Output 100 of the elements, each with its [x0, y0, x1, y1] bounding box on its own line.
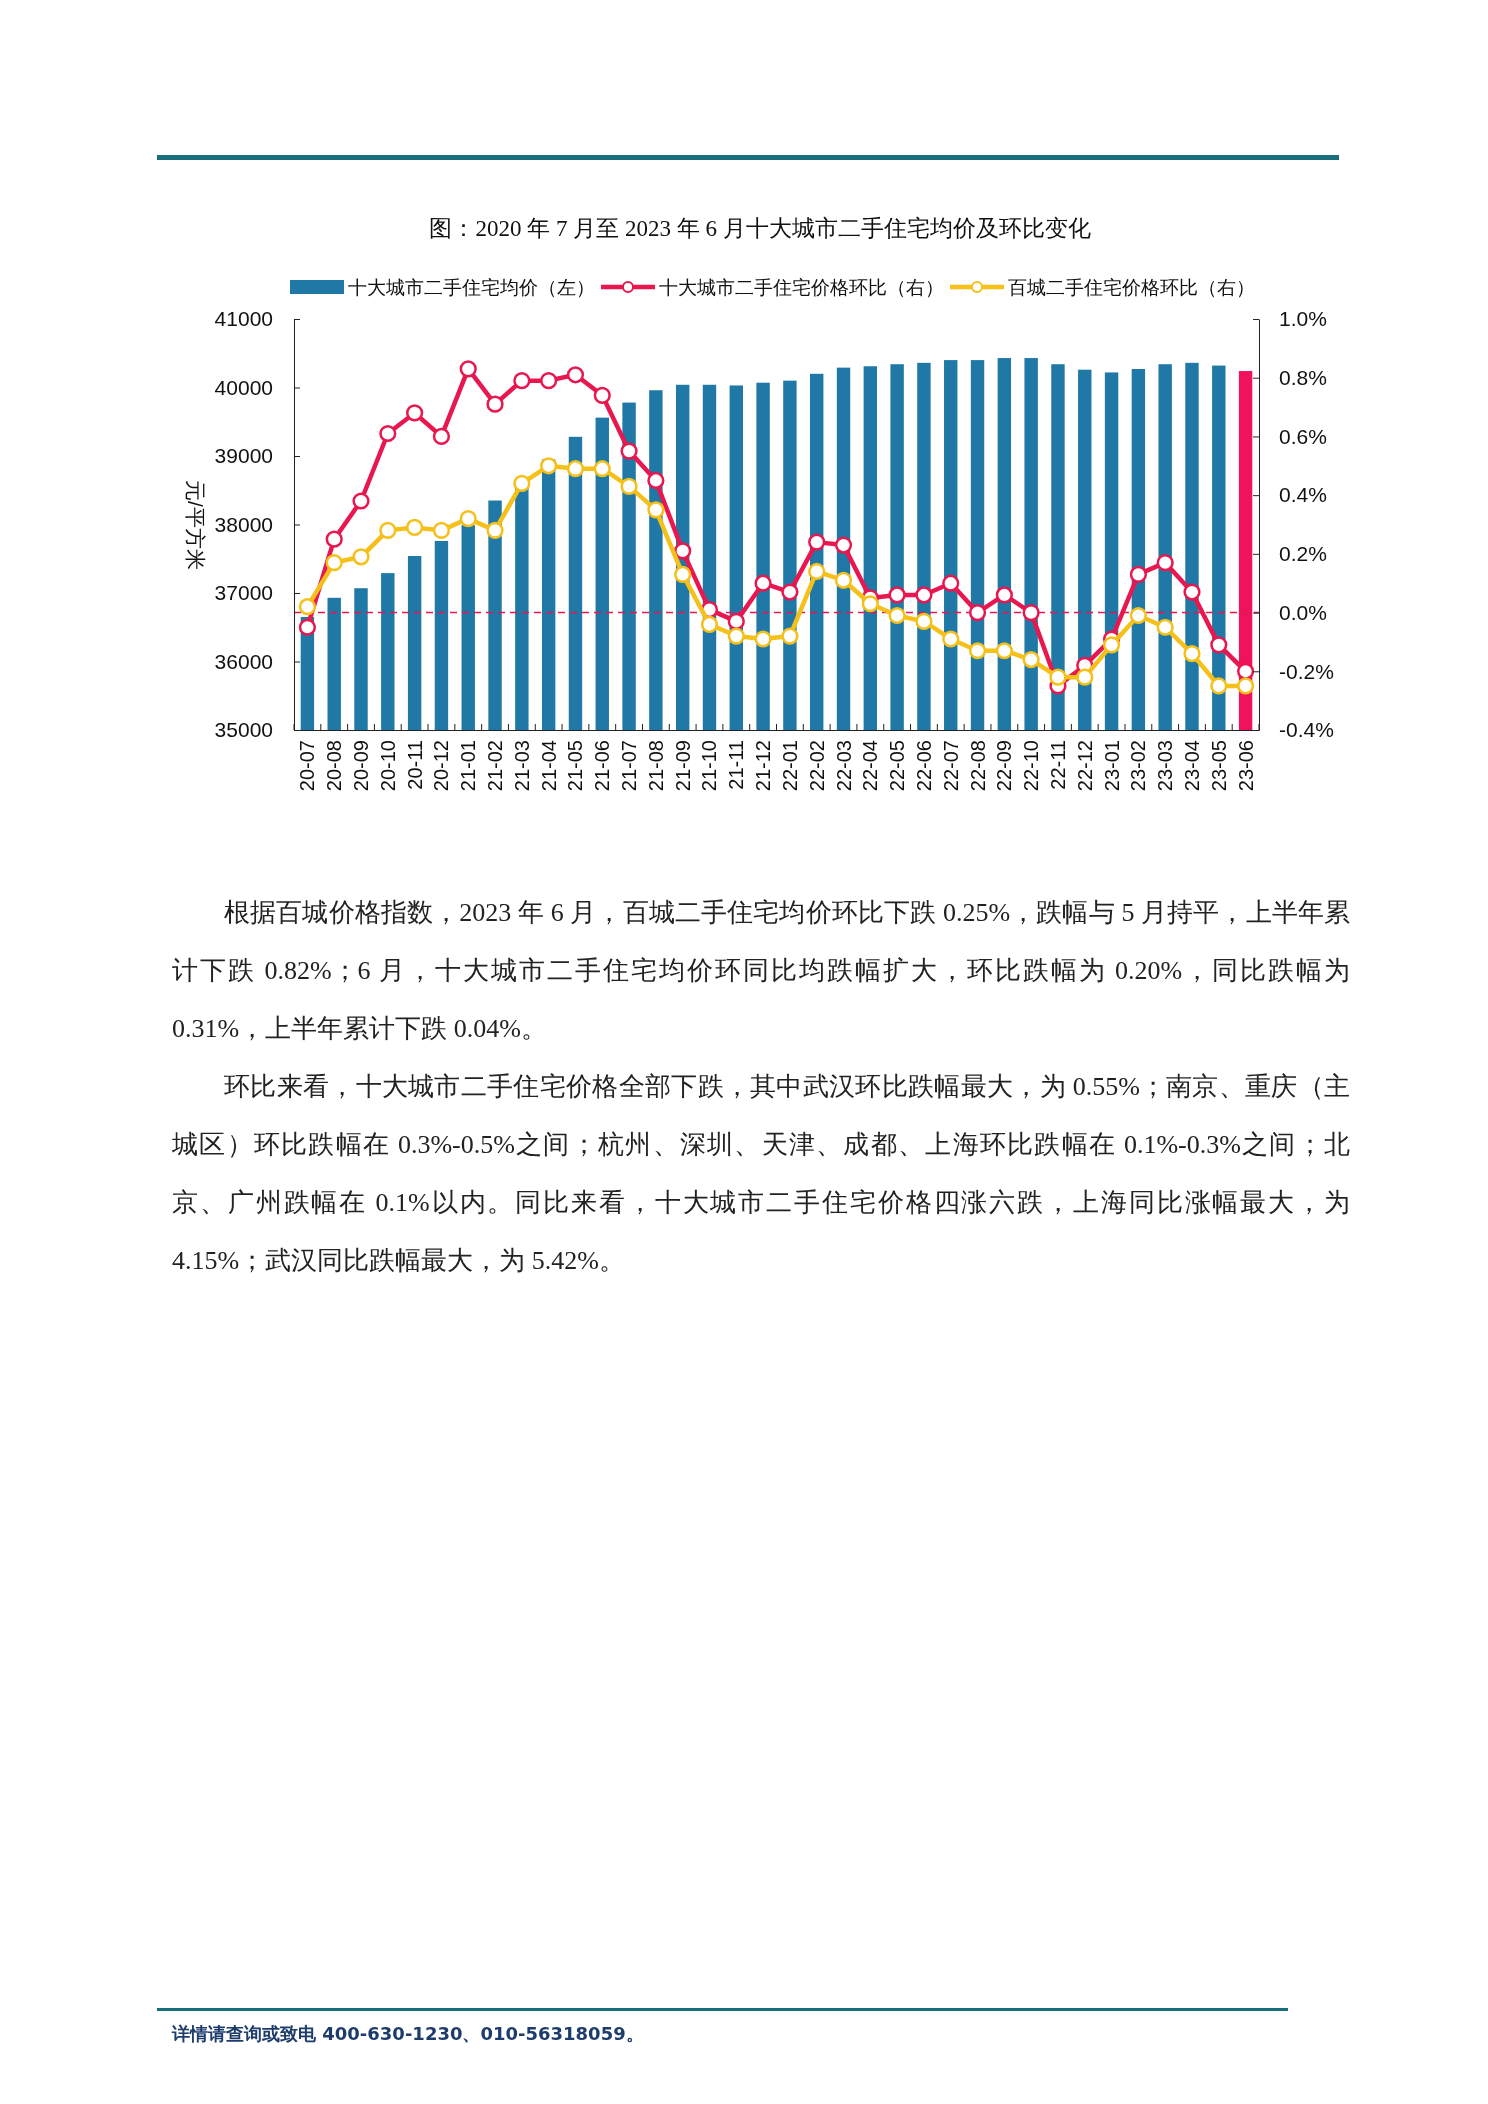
y-tick-label: 40000	[214, 375, 273, 399]
x-tick-label: 22-09	[993, 740, 1016, 792]
text: 详情请查询或致电 400-630-1230、010-56318059。	[172, 2022, 644, 2046]
point	[834, 536, 853, 554]
x-tick-label: 23-01	[1100, 740, 1123, 792]
point	[620, 477, 638, 495]
point	[861, 595, 879, 613]
point	[1210, 636, 1228, 654]
y2-tick-label: 0.8%	[1279, 365, 1327, 389]
point	[1102, 636, 1121, 654]
legend-label: 十大城市二手住宅价格环比（右）	[659, 276, 944, 298]
x-tick-label: 22-02	[805, 740, 828, 792]
point	[298, 598, 317, 616]
point	[593, 460, 611, 478]
point	[915, 612, 933, 630]
y2-tick-label: 0.2%	[1279, 542, 1327, 566]
x-tick-label: 23-06	[1234, 740, 1257, 792]
x-tick-label: 20-10	[376, 740, 399, 792]
point	[942, 574, 960, 592]
x-tick-label: 22-04	[859, 740, 882, 792]
point	[1236, 662, 1255, 680]
point	[808, 562, 826, 581]
x-tick-label: 21-08	[644, 740, 667, 792]
x-tick-label: 22-12	[1073, 740, 1096, 792]
point	[540, 372, 558, 390]
point	[674, 565, 692, 583]
y2-tick-label: 0.0%	[1279, 600, 1327, 624]
x-tick-label: 22-11	[1046, 740, 1069, 790]
point	[915, 586, 933, 604]
point	[352, 492, 370, 510]
point	[727, 612, 745, 630]
x-tick-label: 23-05	[1207, 740, 1230, 792]
x-tick-label: 20-09	[350, 740, 373, 792]
x-tick-label: 21-05	[564, 740, 587, 792]
y-tick-label: 35000	[214, 718, 273, 742]
point	[352, 548, 370, 566]
point	[486, 395, 504, 413]
point	[968, 642, 987, 660]
x-tick-label: 21-01	[457, 740, 480, 792]
point	[1076, 668, 1094, 686]
point	[1129, 606, 1147, 625]
point	[1129, 565, 1147, 583]
point	[432, 521, 451, 539]
x-tick-label: 22-06	[912, 740, 935, 792]
x-tick-label: 22-03	[832, 740, 855, 792]
point	[647, 501, 665, 519]
x-tick-label: 23-03	[1154, 740, 1177, 792]
y2-tick-label: -0.2%	[1279, 659, 1334, 683]
point	[888, 586, 906, 604]
point	[486, 521, 504, 539]
point	[942, 630, 960, 648]
point	[808, 533, 826, 551]
point	[1022, 650, 1040, 669]
y-axis-title: 元/平方米	[184, 480, 207, 570]
point	[834, 571, 853, 589]
point	[298, 618, 317, 636]
y2-tick-label: 0.4%	[1279, 483, 1327, 507]
point	[1210, 677, 1228, 695]
point	[325, 554, 343, 572]
point	[459, 360, 477, 378]
y2-tick-label: -0.4%	[1279, 718, 1334, 742]
text: 环比来看，十大城市二手住宅价格全部下跌，其中武汉环比跌幅最大，为 0.55%；南京、重庆（主城区）环比跌幅在 0.3%-0.5%之间；杭州、深圳、天津、成都、上海环比跌幅在 0.1%-0.3%之间；北京、广州跌幅在 0.1%以内。同比来看，十大城市二手住宅价格四涨六跌，上海同比涨幅最大，为 4.15%；武汉同比跌幅最大，为 5.42%。	[172, 1071, 1350, 1277]
point	[379, 521, 397, 539]
x-tick-label: 22-01	[778, 740, 801, 792]
y-tick-label: 37000	[214, 581, 273, 605]
point	[540, 457, 558, 475]
point	[620, 442, 638, 460]
x-tick-label: 23-02	[1127, 740, 1150, 792]
x-tick-label: 21-07	[618, 740, 641, 792]
x-tick-label: 21-12	[752, 740, 775, 792]
chart-title: 图：2020 年 7 月至 2023 年 6 月十大城市二手住宅均价及环比变化	[429, 216, 1091, 241]
point	[513, 372, 531, 390]
point	[1022, 603, 1040, 622]
point	[566, 460, 585, 478]
x-tick-label: 20-08	[323, 740, 346, 792]
text: 根据百城价格指数，2023 年 6 月，百城二手住宅均价环比下跌 0.25%，跌幅与 5 月持平，上半年累计下跌 0.82%；6 月，十大城市二手住宅均价环同比均跌幅扩大，环比跌幅为 0.20%，同比跌幅为 0.31%，上半年累计下跌 0.04%。	[172, 897, 1350, 1045]
point	[406, 518, 424, 537]
x-tick-label: 21-02	[484, 740, 507, 792]
point	[1049, 668, 1067, 686]
y2-tick-label: 1.0%	[1279, 307, 1327, 331]
point	[1183, 583, 1201, 601]
legend-label: 百城二手住宅价格环比（右）	[1008, 276, 1255, 298]
point	[513, 474, 531, 492]
x-tick-label: 23-04	[1180, 740, 1203, 792]
y2-tick-label: 0.6%	[1279, 424, 1327, 448]
y-tick-label: 41000	[214, 307, 273, 331]
point	[647, 471, 665, 490]
x-tick-label: 21-06	[591, 740, 614, 792]
point	[674, 542, 692, 560]
point	[406, 404, 424, 422]
point	[432, 427, 451, 446]
x-tick-label: 22-08	[966, 740, 989, 792]
x-tick-label: 21-03	[510, 740, 533, 792]
x-tick-label: 20-12	[430, 740, 453, 792]
y-tick-label: 38000	[214, 512, 273, 536]
y-tick-label: 36000	[214, 649, 273, 673]
point	[968, 603, 987, 622]
point	[700, 615, 719, 633]
point	[1183, 645, 1201, 663]
point	[781, 583, 799, 601]
